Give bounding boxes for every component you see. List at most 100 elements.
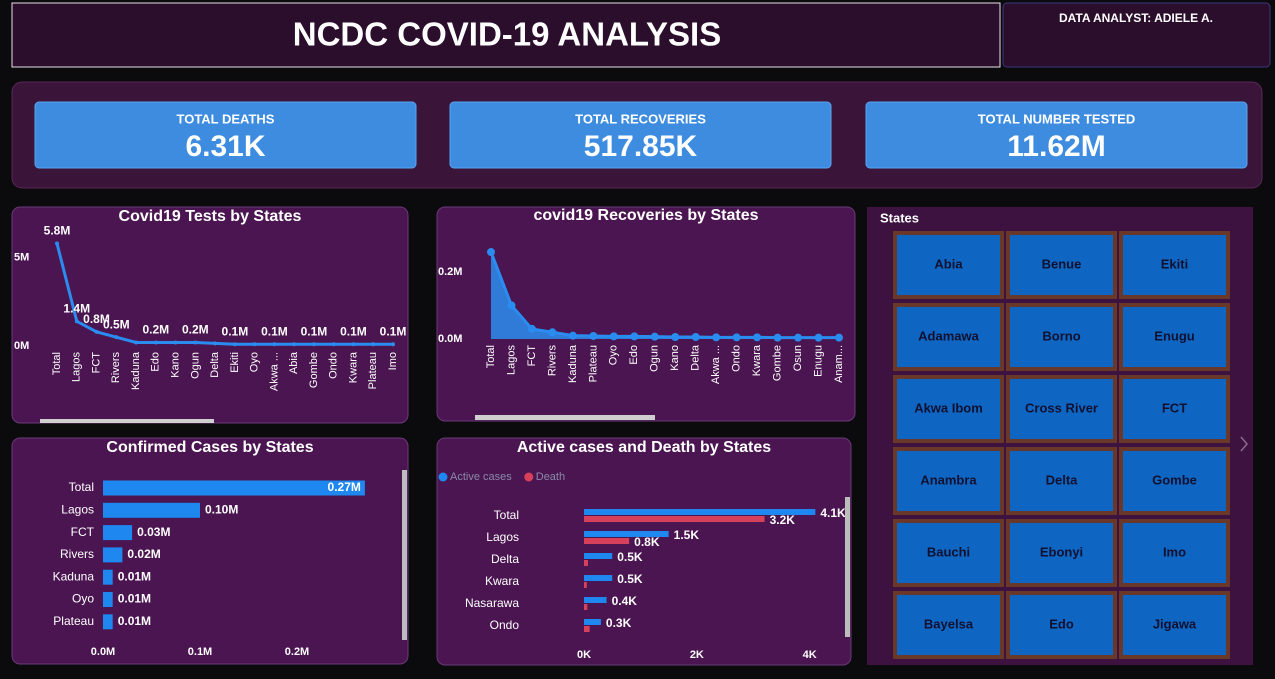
slicer-item-label[interactable]: Akwa Ibom [914,400,983,415]
point [630,332,639,341]
data-label: 0.10M [205,502,238,516]
scrollbar [40,419,214,423]
slicer-button[interactable] [1010,595,1113,655]
x-tick-label: Ekiti [229,352,241,373]
x-tick-label: Kano [669,345,681,371]
bar [584,516,765,522]
point [351,342,356,347]
slicer-item-label[interactable]: Gombe [1152,472,1197,487]
slicer-item-label[interactable]: Cross River [1025,400,1098,415]
slicer-button[interactable] [897,595,1000,655]
kpi-label: TOTAL NUMBER TESTED [978,111,1135,126]
slicer-button[interactable] [897,235,1000,295]
slicer-item-label[interactable]: Jigawa [1153,616,1197,631]
x-tick-label: Kaduna [130,351,142,390]
slicer-button[interactable] [1010,379,1113,439]
slicer-item-label[interactable]: Abia [934,256,963,271]
point [732,333,741,342]
slicer-item-label[interactable]: FCT [1162,400,1187,415]
data-label: 0.03M [137,525,170,539]
slicer-button[interactable] [1123,451,1226,511]
x-tick-label: Kwara [751,344,763,376]
x-tick-label: Lagos [71,352,83,382]
data-label: 0.01M [118,592,151,606]
legend-label: Active cases [450,471,512,483]
point [292,342,297,347]
bar [584,582,587,588]
slicer-button[interactable] [1123,379,1226,439]
slicer-button[interactable] [1123,523,1226,583]
x-tick-label: Gombe [308,352,320,388]
bar [103,614,113,630]
slicer-button[interactable] [897,523,1000,583]
slicer-item-label[interactable]: Benue [1042,256,1082,271]
x-tick-label: 0.2M [285,646,309,658]
point [568,331,577,340]
point [794,333,803,342]
slicer-item-label[interactable]: Bauchi [927,544,970,559]
point [193,340,198,345]
x-tick-label: Kwara [347,351,359,383]
slicer-button[interactable] [1123,595,1226,655]
point [55,241,59,246]
page-title: NCDC COVID-19 ANALYSIS [293,16,721,53]
point [252,342,257,347]
y-tick-label: Kwara [485,574,519,588]
x-tick-label: Edo [150,352,162,372]
x-tick-label: 4K [803,649,817,661]
point [650,332,659,341]
slicer-button[interactable] [1010,451,1113,511]
data-label: 0.3K [606,616,632,630]
slicer-button[interactable] [1010,235,1113,295]
data-label: 0.01M [118,569,151,583]
y-tick-label: 5M [14,252,29,264]
slicer-button[interactable] [1010,307,1113,367]
point [671,332,680,341]
x-tick-label: Oyo [249,352,261,372]
x-tick-label: Akwa ... [268,352,280,391]
content: TOTAL DEATHS 6.31K TOTAL RECOVERIES 517.85K… [14,101,1248,661]
bar [103,502,200,518]
x-tick-label: Kaduna [567,344,579,383]
data-label: 1.5K [674,528,700,542]
point [589,331,598,340]
x-tick-label: 0K [577,649,591,661]
slicer-item-label[interactable]: Ebonyi [1040,544,1083,559]
slicer-button[interactable] [1010,523,1113,583]
x-tick-label: Abia [288,351,300,374]
chart-panel [436,437,852,666]
slicer-item-label[interactable]: Imo [1163,544,1186,559]
x-tick-label: Ondo [328,352,340,379]
data-label: 0.4K [612,594,638,608]
slicer-button[interactable] [1123,307,1226,367]
point [609,332,618,341]
slicer-item-label[interactable]: Bayelsa [924,616,974,631]
line [55,243,393,346]
slicer-item-label[interactable]: Edo [1049,616,1074,631]
point [712,333,721,342]
slicer-button[interactable] [1123,235,1226,295]
slicer-button[interactable] [897,379,1000,439]
bar [584,560,588,566]
slicer-button[interactable] [897,307,1000,367]
point [391,342,395,347]
point [773,333,782,342]
next-page-arrow[interactable] [1240,436,1248,452]
data-label: 0.1M [380,324,407,338]
data-label: 0.2M [182,323,209,337]
slicer-item-label[interactable]: Anambra [920,472,977,487]
data-label: 0.5M [103,317,130,331]
slicer-item-label[interactable]: Delta [1046,472,1079,487]
scrollbar [845,497,850,637]
bar [584,538,630,544]
data-label: 3.2K [770,513,796,527]
y-tick-label: Oyo [72,592,94,606]
slicer-button[interactable] [897,451,1000,511]
slicer-item-label[interactable]: Borno [1042,328,1080,343]
slicer-item-label[interactable]: Enugu [1154,328,1194,343]
x-tick-label: Delta [209,351,221,378]
slicer-item-label[interactable]: Adamawa [918,328,979,343]
slicer-item-label[interactable]: Ekiti [1161,256,1188,271]
y-tick-label: Total [69,480,94,494]
point [507,301,516,310]
